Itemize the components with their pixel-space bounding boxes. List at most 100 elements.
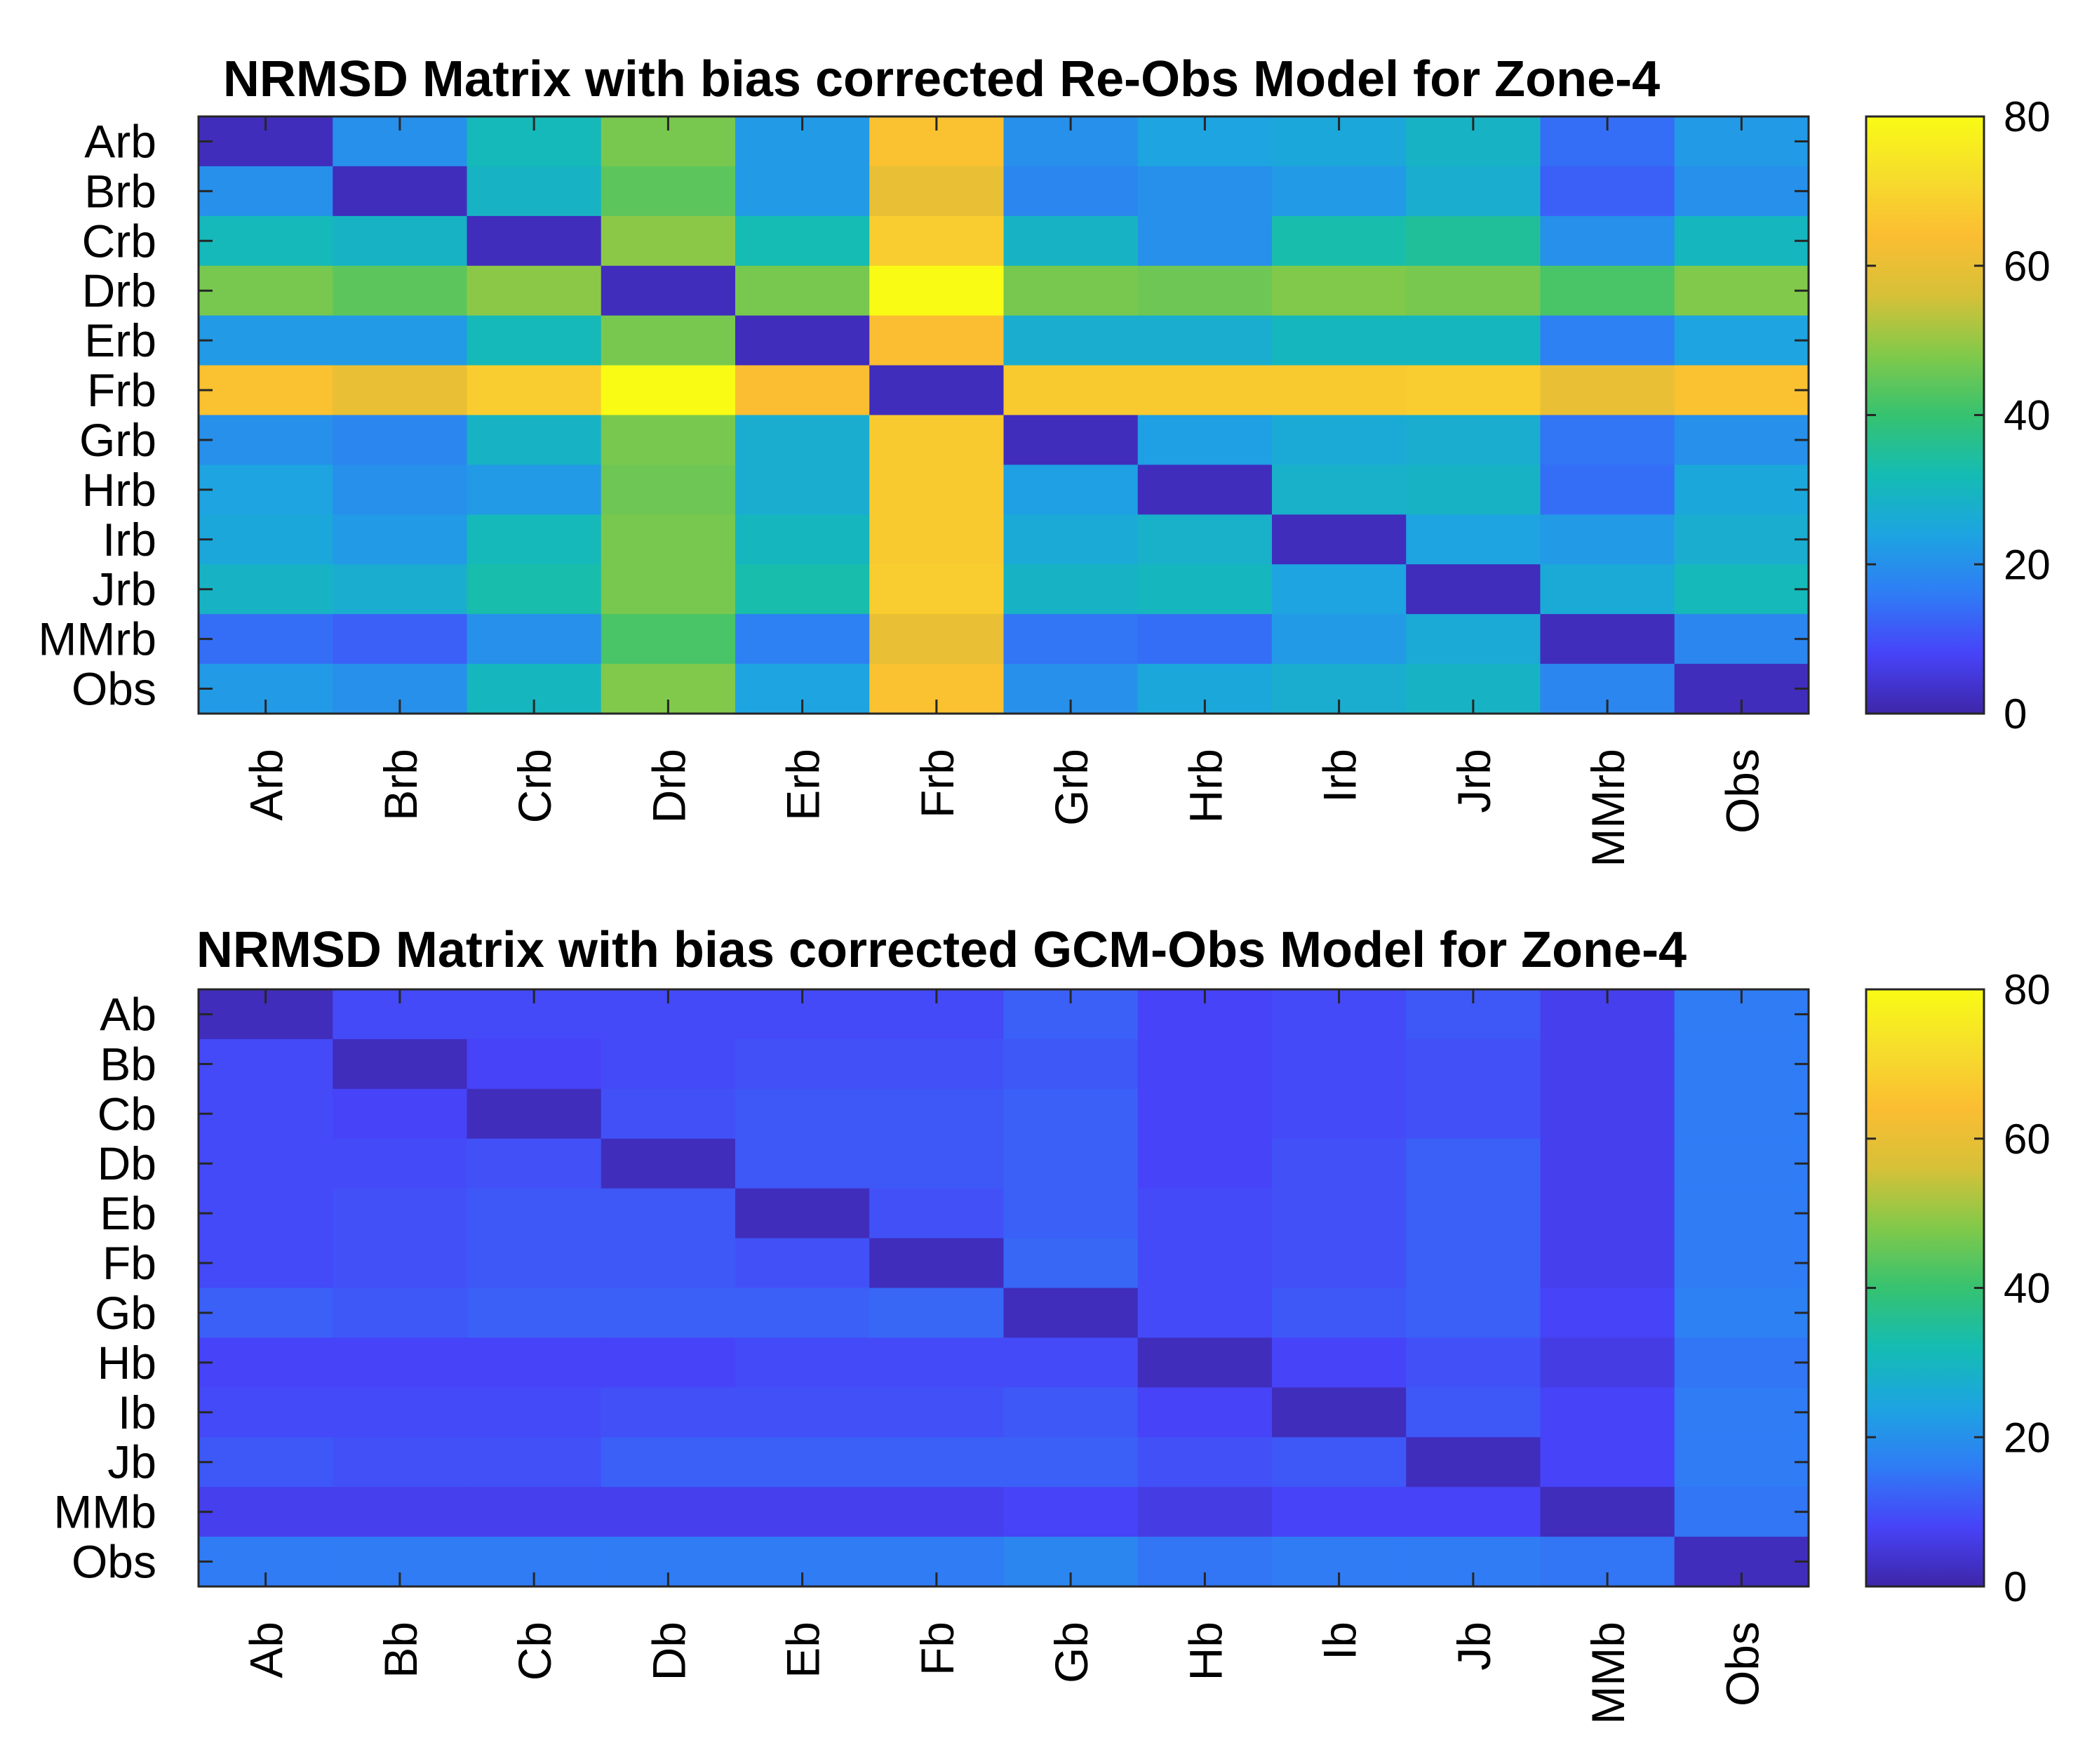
heatmap-cell — [1540, 614, 1675, 664]
heatmap-cell — [601, 1238, 736, 1289]
heatmap-cell — [735, 614, 870, 664]
heatmap-cell — [333, 1138, 468, 1189]
heatmap-cell — [199, 465, 333, 515]
heatmap-cell — [735, 1387, 870, 1438]
heatmap-cell — [1406, 1088, 1541, 1140]
y-tick-label: Hrb — [82, 464, 156, 516]
heatmap-cell — [601, 614, 736, 664]
heatmap-cell — [601, 1337, 736, 1388]
heatmap-cell — [199, 1088, 333, 1140]
heatmap-cell — [1272, 1038, 1407, 1090]
heatmap-cell — [735, 564, 870, 615]
heatmap-cell — [735, 365, 870, 416]
heatmap-cell — [1674, 365, 1809, 416]
heatmap-cell — [869, 1138, 1005, 1189]
y-tick-label: Gb — [95, 1287, 156, 1339]
heatmap-cell — [1003, 1387, 1139, 1438]
heatmap-cell — [333, 215, 468, 267]
heatmap-cell — [1272, 365, 1407, 416]
colorbar-tick-label: 40 — [2004, 1265, 2051, 1312]
heatmap-cell — [869, 1337, 1005, 1388]
heatmap-cell — [735, 514, 870, 565]
heatmap-cell — [1406, 1387, 1541, 1438]
heatmap-cell — [199, 1337, 333, 1388]
heatmap-cell — [1406, 1288, 1541, 1339]
heatmap-cell — [1003, 514, 1139, 565]
y-tick-label: Jrb — [92, 563, 156, 615]
heatmap-cell — [1003, 1437, 1139, 1488]
heatmap-cell — [1137, 1437, 1273, 1488]
heatmap-cell — [333, 1337, 468, 1388]
heatmap-cell — [1674, 465, 1809, 515]
heatmap-cell — [1272, 415, 1407, 466]
heatmap-cell — [601, 265, 736, 316]
heatmap-cell — [1272, 514, 1407, 565]
heatmap-cell — [199, 514, 333, 565]
heatmap-cell — [467, 465, 602, 515]
heatmap-cell — [1406, 1238, 1541, 1289]
heatmap-cell — [1003, 166, 1139, 217]
x-tick-label: Irb — [1314, 749, 1366, 803]
heatmap-cell — [1137, 1288, 1273, 1339]
heatmap-cell — [199, 1238, 333, 1289]
heatmap-cell — [333, 1437, 468, 1488]
heatmap-cell — [333, 1288, 468, 1339]
heatmap-cell — [1674, 1487, 1809, 1537]
heatmap-cell — [1674, 1238, 1809, 1289]
x-tick-label: Bb — [375, 1622, 427, 1678]
heatmap-cell — [1674, 215, 1809, 267]
heatmap-cell — [1272, 564, 1407, 615]
heatmap-cell — [1540, 1238, 1675, 1289]
heatmap-cell — [1406, 514, 1541, 565]
x-tick-label: Hb — [1179, 1622, 1231, 1681]
heatmap-cell — [869, 1437, 1005, 1488]
heatmap-cell — [199, 365, 333, 416]
heatmap-cell — [869, 564, 1005, 615]
heatmap-cell — [467, 1437, 602, 1488]
heatmap-cell — [1272, 1088, 1407, 1140]
x-tick-label: Ab — [241, 1622, 293, 1678]
heatmap-cell — [199, 1387, 333, 1438]
y-tick-label: Jb — [107, 1436, 156, 1488]
heatmap-cell — [199, 166, 333, 217]
heatmap-cell — [1406, 1188, 1541, 1239]
heatmap-cell — [333, 315, 468, 366]
heatmap-cell — [1137, 265, 1273, 316]
x-tick-label: Brb — [375, 749, 427, 821]
colorbar-tick-label: 0 — [2004, 1563, 2027, 1610]
y-tick-label: Arb — [84, 115, 156, 167]
heatmap-cell — [467, 1238, 602, 1289]
x-tick-label: Jrb — [1448, 749, 1500, 813]
heatmap-cell — [333, 614, 468, 664]
heatmap-cell — [1540, 265, 1675, 316]
heatmap-cells — [199, 989, 1809, 1587]
heatmap-cell — [467, 1487, 602, 1537]
heatmap-cell — [1540, 415, 1675, 466]
heatmap-cell — [1540, 365, 1675, 416]
heatmap-cell — [1406, 1038, 1541, 1090]
heatmap-cell — [1674, 1138, 1809, 1189]
heatmap-cell — [735, 315, 870, 366]
heatmap-cell — [869, 1038, 1005, 1090]
heatmap-cell — [869, 465, 1005, 515]
heatmap-cell — [869, 1188, 1005, 1239]
heatmap-cell — [1272, 1487, 1407, 1537]
heatmap-cell — [1272, 465, 1407, 515]
heatmap-cell — [1540, 465, 1675, 515]
heatmap-cell — [601, 1288, 736, 1339]
heatmap-cell — [467, 166, 602, 217]
heatmap-cell — [1540, 1188, 1675, 1239]
heatmap-cell — [869, 415, 1005, 466]
x-tick-label: Obs — [1716, 1622, 1768, 1706]
heatmap-panel-reobs: NRMSD Matrix with bias corrected Re-Obs … — [38, 51, 2050, 867]
heatmap-cell — [1540, 1288, 1675, 1339]
heatmap-cell — [1137, 564, 1273, 615]
heatmap-cell — [1406, 564, 1541, 615]
heatmap-cell — [333, 514, 468, 565]
heatmap-cell — [735, 1038, 870, 1090]
heatmap-cell — [1272, 1288, 1407, 1339]
heatmap-cell — [1003, 1337, 1139, 1388]
y-tick-label: MMb — [53, 1486, 156, 1538]
heatmap-cell — [869, 614, 1005, 664]
heatmap-cell — [735, 465, 870, 515]
